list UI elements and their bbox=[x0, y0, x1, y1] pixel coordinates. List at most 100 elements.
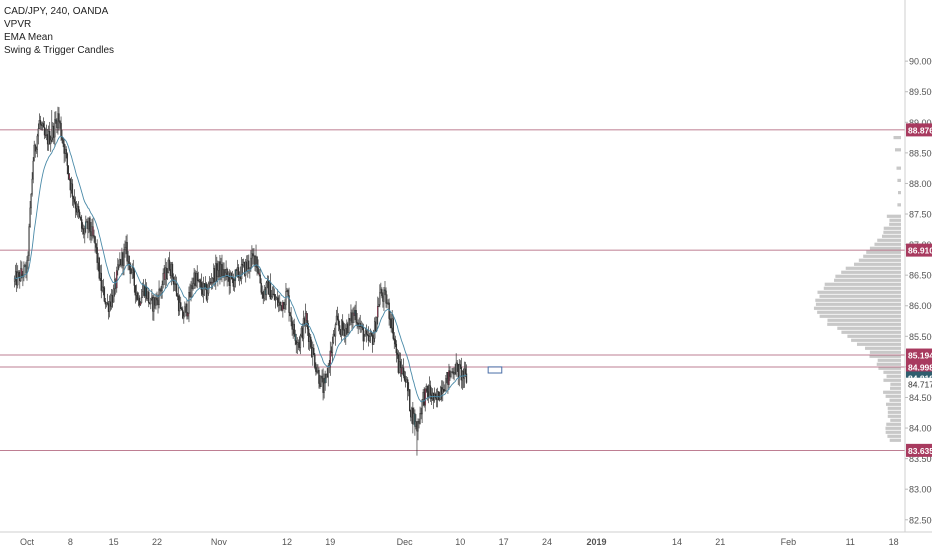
candle-body bbox=[118, 264, 120, 266]
candle-body bbox=[156, 297, 158, 301]
vpvr-row bbox=[827, 318, 901, 322]
candle-body bbox=[271, 293, 274, 297]
candle-body bbox=[437, 391, 440, 401]
candle-body bbox=[409, 389, 411, 412]
level-price-label: 86.910 bbox=[908, 246, 932, 256]
candle-body bbox=[341, 320, 344, 330]
y-tick-label: 89.000 bbox=[909, 118, 932, 128]
y-tick-label: 84.000 bbox=[909, 424, 932, 434]
candle-body bbox=[337, 319, 340, 326]
candle-body bbox=[89, 217, 91, 232]
level-price-label: 83.635 bbox=[908, 446, 932, 456]
candle-body bbox=[200, 282, 203, 291]
vpvr-row bbox=[886, 214, 901, 218]
x-tick-label: 24 bbox=[542, 537, 552, 547]
candle-body bbox=[234, 269, 237, 281]
candle-body bbox=[96, 247, 98, 263]
vpvr-row bbox=[893, 135, 901, 140]
legend-symbol: CAD/JPY, 240, OANDA bbox=[4, 6, 109, 17]
candle-body bbox=[101, 286, 104, 291]
vpvr-row bbox=[851, 338, 901, 342]
candle-body bbox=[34, 144, 36, 152]
candle-body bbox=[465, 373, 468, 383]
x-tick-label: 14 bbox=[672, 537, 682, 547]
y-tick-label: 86.000 bbox=[909, 301, 932, 311]
x-tick-label: Dec bbox=[397, 537, 414, 547]
candle-body bbox=[28, 226, 30, 256]
candle-body bbox=[23, 265, 25, 278]
candle-body bbox=[134, 285, 137, 296]
candle-body bbox=[384, 289, 386, 292]
candle-body bbox=[59, 121, 61, 124]
candle-body bbox=[196, 272, 198, 281]
candle-body bbox=[65, 149, 67, 154]
candle-body bbox=[393, 338, 395, 340]
vpvr-row bbox=[819, 314, 901, 318]
vpvr-row bbox=[866, 250, 901, 254]
candle-body bbox=[216, 263, 218, 278]
candle-body bbox=[403, 375, 406, 381]
vpvr-row bbox=[815, 298, 901, 302]
candle-body bbox=[331, 342, 334, 353]
vpvr-row bbox=[835, 274, 901, 278]
candle-body bbox=[305, 312, 308, 321]
legend-indicator-ema[interactable]: EMA Mean bbox=[4, 32, 53, 43]
vpvr-row bbox=[837, 326, 901, 330]
candle-body bbox=[103, 287, 106, 302]
candle-body bbox=[316, 371, 318, 373]
legend-indicator-vpvr[interactable]: VPVR bbox=[4, 19, 32, 30]
vpvr-row bbox=[883, 226, 901, 230]
legend: CAD/JPY, 240, OANDA VPVR EMA Mean Swing … bbox=[4, 5, 114, 57]
candle-body bbox=[314, 354, 316, 368]
candle-body bbox=[117, 264, 119, 271]
level-price-label-bg bbox=[906, 123, 932, 137]
vpvr-row bbox=[869, 354, 901, 358]
y-tick-label: 88.500 bbox=[909, 148, 932, 158]
candle-body bbox=[112, 288, 115, 303]
vpvr-row bbox=[887, 410, 901, 414]
vpvr-row bbox=[819, 294, 901, 298]
candle-body bbox=[370, 332, 373, 336]
candle-body bbox=[72, 196, 75, 200]
candle-body bbox=[132, 267, 134, 271]
candle-body bbox=[338, 325, 341, 330]
candle-body bbox=[310, 336, 312, 348]
candle-body bbox=[62, 139, 64, 145]
candle-body bbox=[448, 370, 450, 385]
candle-body bbox=[102, 286, 105, 288]
candle-body bbox=[126, 242, 128, 262]
vpvr-row bbox=[889, 218, 901, 222]
candle-body bbox=[307, 328, 310, 342]
candle-body bbox=[37, 128, 40, 137]
candle-body bbox=[66, 153, 68, 166]
vpvr-row bbox=[897, 203, 901, 207]
vpvr-row bbox=[885, 430, 901, 434]
candle-body bbox=[13, 278, 16, 282]
candle-body bbox=[355, 310, 357, 323]
vpvr-row bbox=[886, 422, 901, 426]
vpvr-row bbox=[896, 166, 901, 170]
x-tick-label: 19 bbox=[325, 537, 335, 547]
candle-body bbox=[50, 139, 52, 145]
candle-body bbox=[30, 193, 32, 209]
vpvr-row bbox=[813, 306, 901, 310]
legend-indicator-swing[interactable]: Swing & Trigger Candles bbox=[4, 45, 115, 56]
candle-body bbox=[383, 289, 385, 302]
candle-body bbox=[406, 379, 409, 392]
candle-body bbox=[210, 282, 213, 284]
candle-body bbox=[68, 173, 70, 180]
candle-body bbox=[229, 272, 231, 286]
candle-body bbox=[206, 292, 209, 300]
candle-body bbox=[158, 288, 160, 306]
vpvr-row bbox=[895, 148, 901, 152]
candle-body bbox=[141, 291, 144, 298]
candle-body bbox=[71, 183, 74, 197]
vpvr-row bbox=[877, 238, 901, 242]
candle-body bbox=[259, 274, 261, 284]
vpvr-row bbox=[824, 282, 901, 286]
candle-body bbox=[334, 324, 337, 337]
candle-body bbox=[419, 413, 421, 424]
candle-body bbox=[51, 137, 53, 141]
